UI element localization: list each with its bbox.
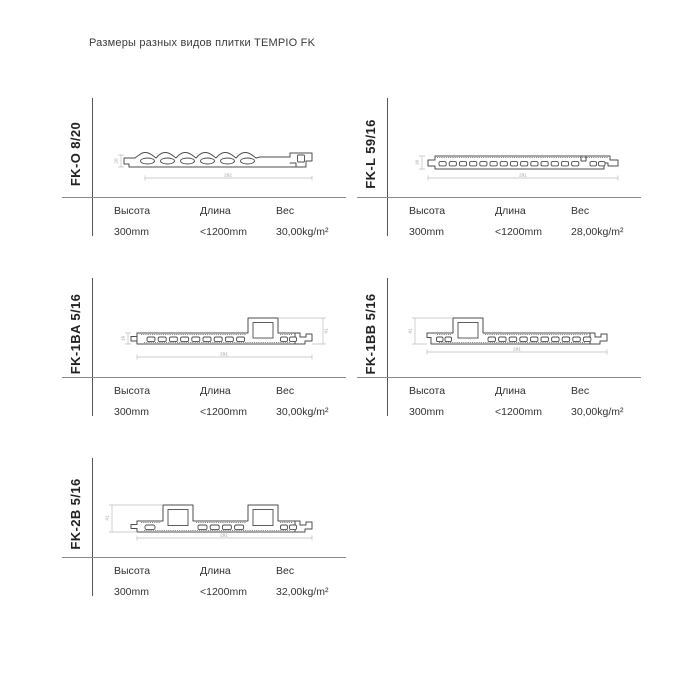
weight-value: 30,00kg/m² xyxy=(276,406,329,418)
col-header-height: Высота xyxy=(409,205,446,217)
col-header-length: Длина xyxy=(495,385,526,397)
length-value: <1200mm xyxy=(200,406,247,418)
panel-fk-l-59-16: FK-L 59/16 xyxy=(357,90,641,252)
col-header-weight: Вес xyxy=(276,565,295,577)
weight-value: 30,00kg/m² xyxy=(571,406,624,418)
dimension-lines: 291 16 41 xyxy=(121,317,329,360)
width-dimension-label: 291 xyxy=(519,172,527,177)
profile-drawing-fk-o: 292 20 xyxy=(114,152,313,181)
col-header-weight: Вес xyxy=(276,385,295,397)
col-header-weight: Вес xyxy=(571,205,590,217)
width-dimension-label: 291 xyxy=(220,351,228,356)
page-title: Размеры разных видов плитки TEMPIO FK xyxy=(89,37,316,49)
box-height-dimension-label: 41 xyxy=(324,328,329,334)
panel-axis-line xyxy=(387,278,388,416)
col-header-height: Высота xyxy=(114,385,151,397)
profile-outline xyxy=(426,317,608,345)
thickness-dimension-label: 16 xyxy=(121,336,126,342)
height-value: 300mm xyxy=(114,226,150,238)
length-value: <1200mm xyxy=(495,406,542,418)
profile-outline xyxy=(130,504,313,533)
profile-drawing-fk-1bb: 291 41 xyxy=(408,317,608,355)
panel-axis-line xyxy=(92,458,93,596)
panel-axis-line xyxy=(387,98,388,236)
box-height-dimension-label: 41 xyxy=(408,328,413,334)
col-header-length: Длина xyxy=(200,565,231,577)
profile-outline xyxy=(427,155,619,170)
spec-table: Высота Длина Вес 300mm <1200mm 30,00kg/m… xyxy=(62,197,346,238)
width-dimension-label: 291 xyxy=(220,532,228,537)
width-dimension-label: 291 xyxy=(513,346,521,351)
width-dimension-label: 292 xyxy=(224,172,232,177)
panel-fk-1bb-5-16: FK-1BB 5/16 xyxy=(357,270,641,432)
length-value: <1200mm xyxy=(200,226,247,238)
panel-fk-2b-5-16: FK-2B 5/16 291 41 xyxy=(62,450,346,612)
col-header-weight: Вес xyxy=(571,385,590,397)
spec-table: Высота Длина Вес 300mm <1200mm 30,00kg/m… xyxy=(62,377,346,418)
spec-table: Высота Длина Вес 300mm <1200mm 30,00kg/m… xyxy=(357,377,641,418)
col-header-height: Высота xyxy=(409,385,446,397)
profile-drawing-fk-2b: 291 41 xyxy=(105,504,313,541)
thickness-dimension-label: 20 xyxy=(114,158,119,164)
spec-table: Высота Длина Вес 300mm <1200mm 32,00kg/m… xyxy=(62,557,346,598)
panel-fk-1ba-5-16: FK-1BA 5/16 xyxy=(62,270,346,432)
col-header-length: Длина xyxy=(200,385,231,397)
weight-value: 32,00kg/m² xyxy=(276,586,329,598)
profile-outline xyxy=(123,152,313,168)
panel-axis-line xyxy=(92,98,93,236)
profile-outline xyxy=(130,317,313,345)
height-value: 300mm xyxy=(409,226,445,238)
panel-fk-o-8-20: FK-O 8/20 292 20 xyxy=(62,90,346,252)
dimension-lines: 291 41 xyxy=(105,504,313,541)
col-header-length: Длина xyxy=(495,205,526,217)
length-value: <1200mm xyxy=(495,226,542,238)
dimension-lines: 291 41 xyxy=(408,317,608,355)
profile-drawing-fk-l: 291 16 xyxy=(415,155,619,181)
dimension-lines: 291 16 xyxy=(415,155,619,181)
profile-drawing-fk-1ba: 291 16 41 xyxy=(121,317,329,360)
height-value: 300mm xyxy=(114,406,150,418)
height-value: 300mm xyxy=(114,586,150,598)
col-header-length: Длина xyxy=(200,205,231,217)
dimension-lines: 292 20 xyxy=(114,154,313,181)
weight-value: 30,00kg/m² xyxy=(276,226,329,238)
panel-axis-line xyxy=(92,278,93,416)
weight-value: 28,00kg/m² xyxy=(571,226,624,238)
box-height-dimension-label: 41 xyxy=(105,515,110,521)
col-header-weight: Вес xyxy=(276,205,295,217)
col-header-height: Высота xyxy=(114,565,151,577)
length-value: <1200mm xyxy=(200,586,247,598)
thickness-dimension-label: 16 xyxy=(415,160,420,166)
col-header-height: Высота xyxy=(114,205,151,217)
height-value: 300mm xyxy=(409,406,445,418)
spec-table: Высота Длина Вес 300mm <1200mm 28,00kg/m… xyxy=(357,197,641,238)
